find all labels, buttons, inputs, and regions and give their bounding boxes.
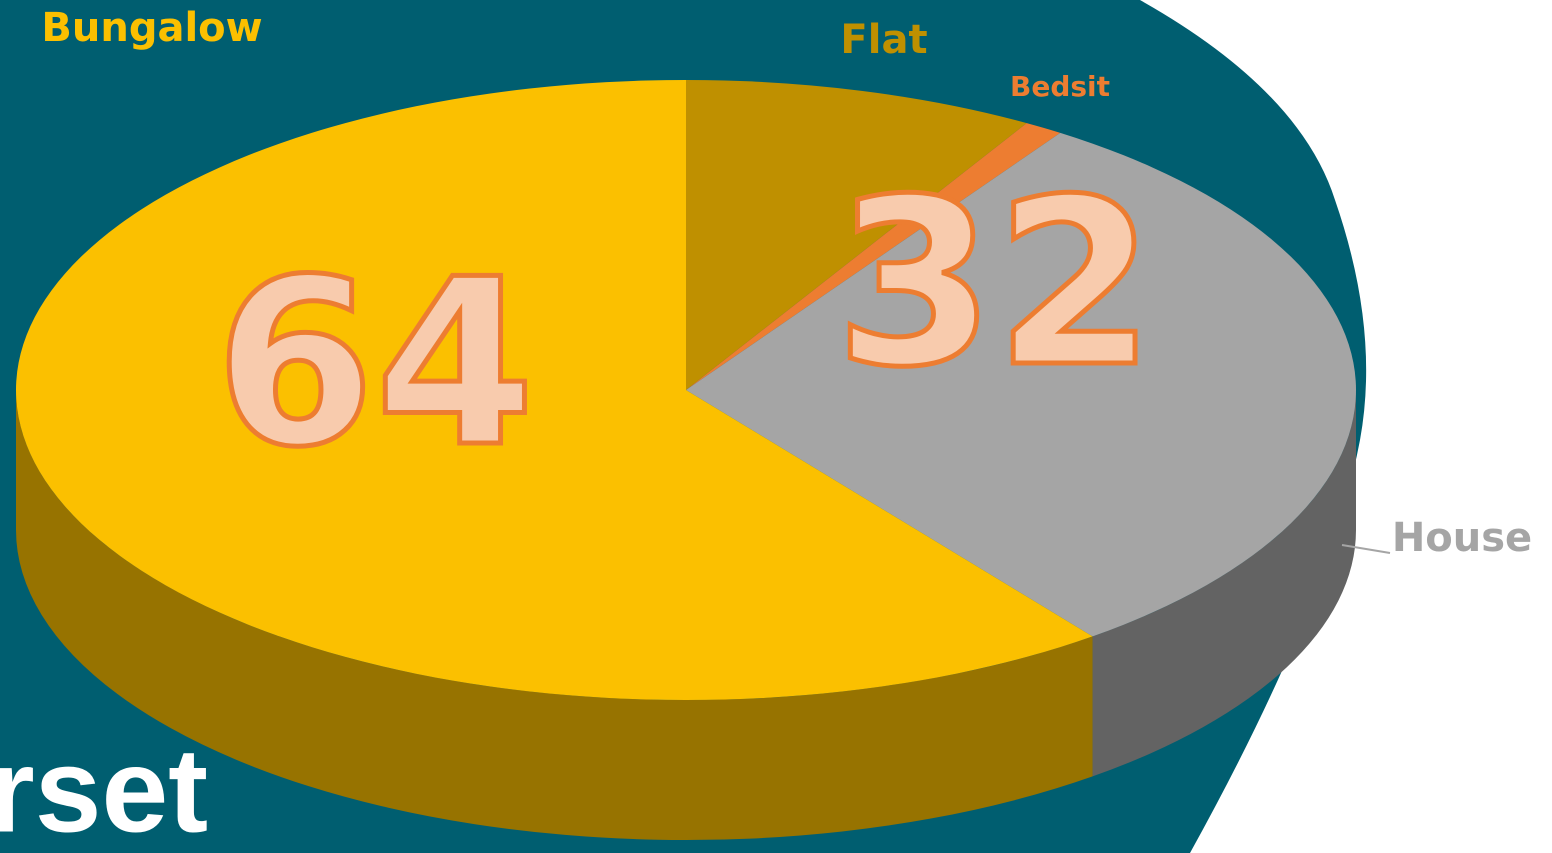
slice-side [1092, 390, 1356, 777]
value-label: 64 [215, 231, 535, 498]
slice [15, 80, 1093, 700]
category-label: Flat [840, 17, 927, 63]
slice-side [16, 390, 1093, 841]
category-label: House [1392, 515, 1532, 561]
slice [686, 80, 1027, 390]
pie [15, 80, 1357, 841]
leader-line [1341, 544, 1391, 554]
category-label: Bedsit [1010, 70, 1110, 103]
footer-text: rset [0, 724, 208, 853]
value-label: 32 [835, 151, 1155, 418]
category-label: Bungalow [41, 5, 262, 51]
slice [686, 123, 1061, 390]
slice [686, 132, 1357, 637]
